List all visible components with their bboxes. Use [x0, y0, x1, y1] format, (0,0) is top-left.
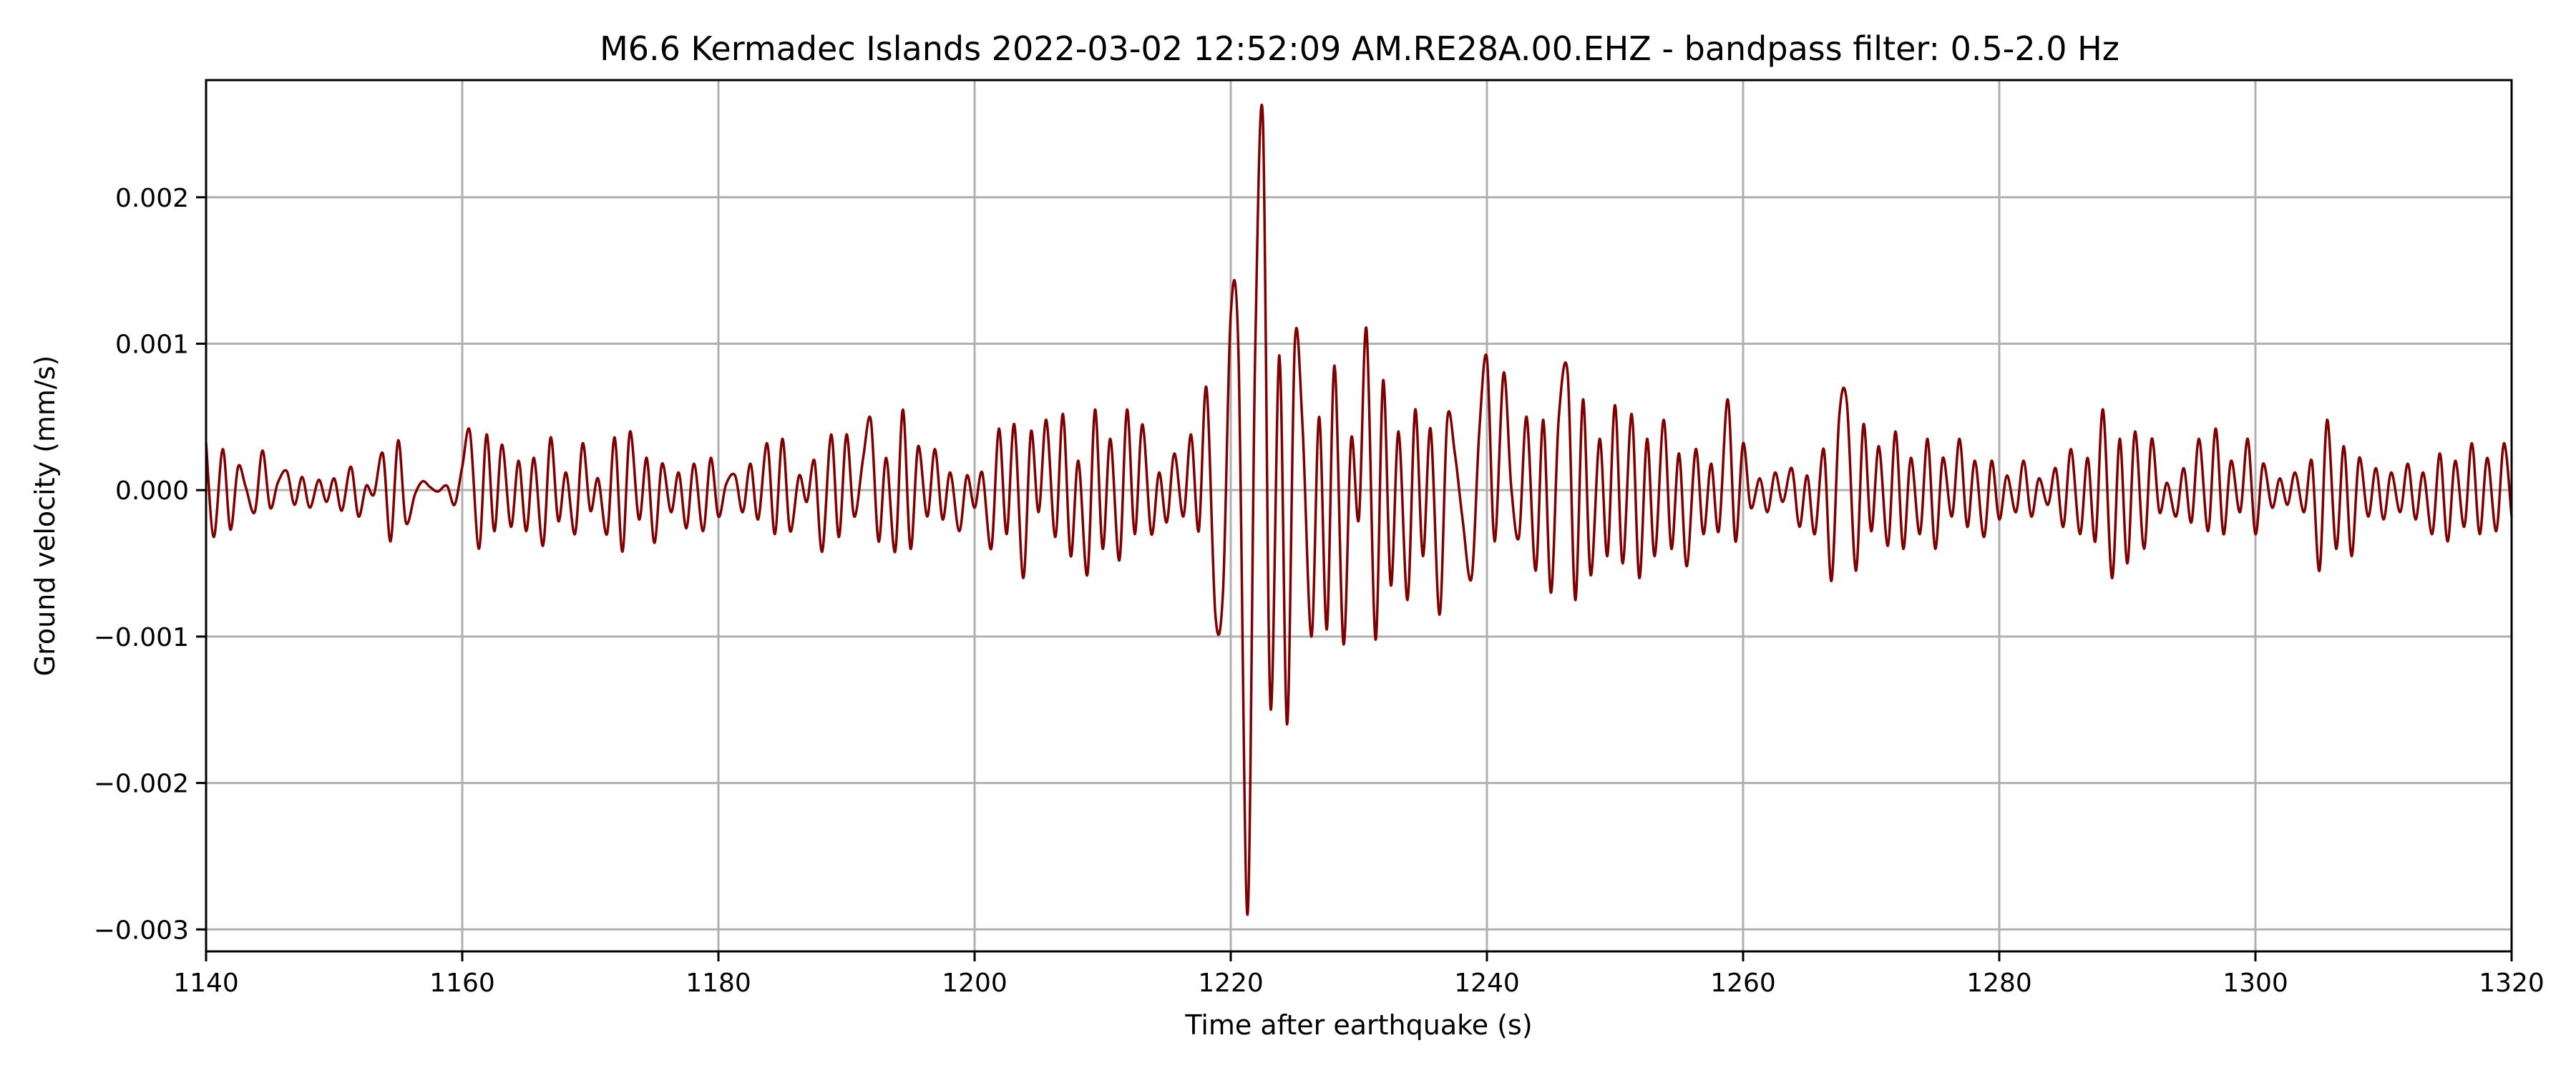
y-tick-label-5: −0.003 [94, 916, 189, 945]
x-tick-label-8: 1300 [2223, 969, 2288, 998]
y-axis-label: Ground velocity (mm/s) [29, 356, 61, 677]
x-tick-label-3: 1200 [942, 969, 1008, 998]
x-tick-label-2: 1180 [686, 969, 751, 998]
y-tick-label-3: −0.001 [94, 623, 189, 652]
x-axis: 1140 1160 1180 1200 1220 1240 1260 1280 1300 1320 [173, 951, 2545, 998]
x-tick-label-6: 1260 [1710, 969, 1776, 998]
y-tick-label-2: 0.000 [115, 476, 189, 506]
grid-lines [205, 80, 2513, 951]
series-layer [205, 103, 2513, 916]
x-tick-label-4: 1220 [1198, 969, 1264, 998]
x-tick-label-9: 1320 [2479, 969, 2545, 998]
y-axis: 0.002 0.001 0.000 −0.001 −0.002 −0.003 [94, 184, 206, 945]
x-tick-label-1: 1160 [429, 969, 495, 998]
chart-title: M6.6 Kermadec Islands 2022-03-02 12:52:0… [600, 29, 2119, 68]
series-line-0 [205, 103, 2513, 916]
x-tick-label-5: 1240 [1454, 969, 1520, 998]
y-tick-label-0: 0.002 [115, 184, 189, 213]
x-tick-label-0: 1140 [173, 969, 239, 998]
plot-frame [205, 79, 2513, 953]
x-axis-label: Time after earthquake (s) [1184, 1009, 1532, 1041]
x-tick-label-7: 1280 [1966, 969, 2032, 998]
y-tick-label-1: 0.001 [115, 330, 189, 359]
y-tick-label-4: −0.002 [94, 770, 189, 799]
